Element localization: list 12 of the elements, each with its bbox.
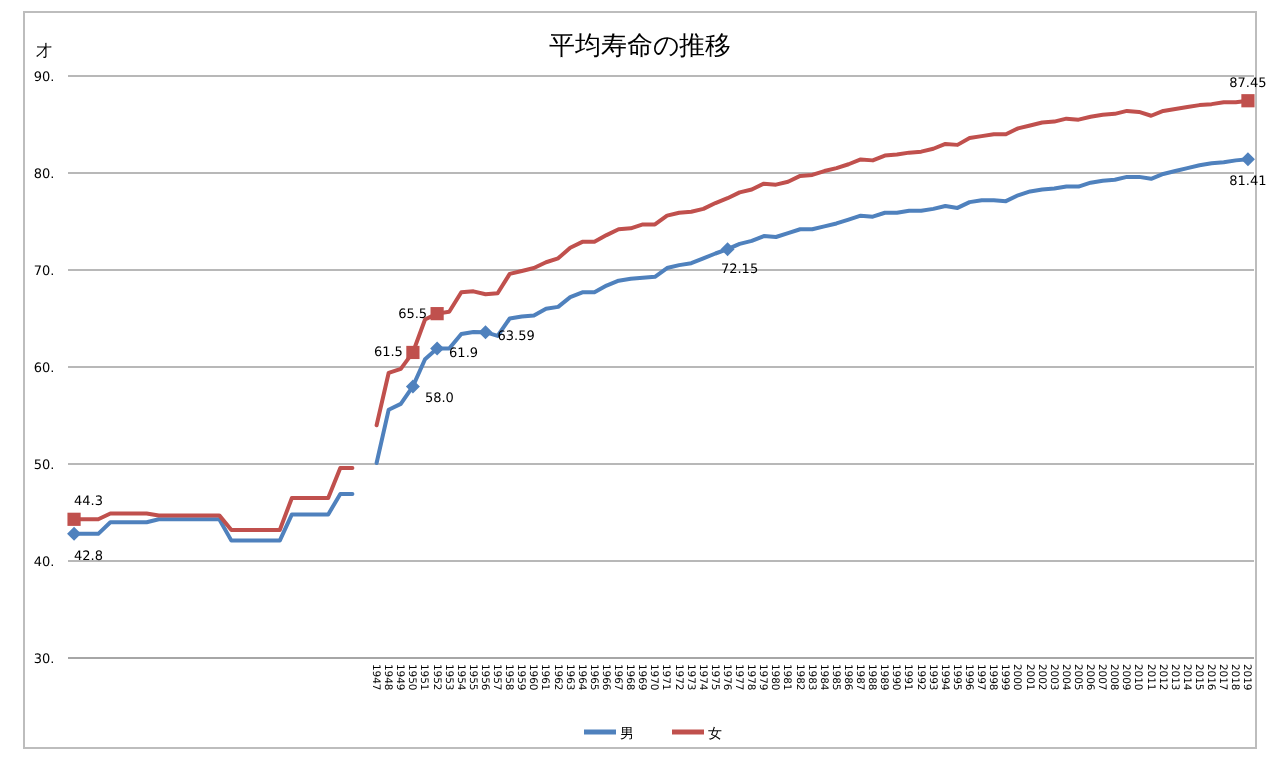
point [430,341,445,356]
y-axis-title: 才 [36,42,52,60]
point [430,307,444,321]
point [406,345,420,360]
point [720,242,735,257]
point [1241,94,1255,108]
point [67,526,82,541]
point [67,512,81,526]
chart-title: 平均寿命の推移 [549,32,731,62]
point [478,325,493,340]
point [1240,152,1255,167]
point [405,379,420,394]
